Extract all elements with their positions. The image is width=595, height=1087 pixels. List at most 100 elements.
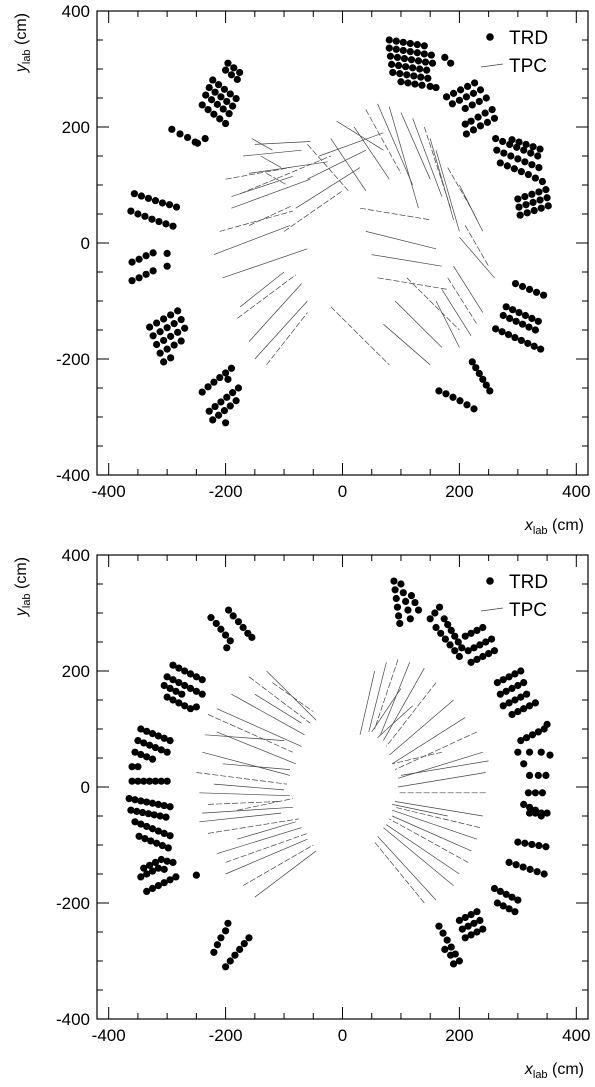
trd-point [175,664,183,672]
trd-point [192,673,200,681]
trd-point [397,580,405,588]
trd-point [201,135,209,143]
trd-point [512,861,520,869]
trd-point [127,207,135,215]
trd-point [464,647,472,655]
trd-point [449,393,457,401]
trd-point [516,211,524,219]
trd-point [143,753,151,761]
trd-point [431,609,439,617]
trd-point [521,158,529,166]
trd-point [481,109,489,117]
trd-point [508,893,516,901]
tpc-track [464,196,484,232]
trd-point [186,705,195,713]
trd-point [461,913,469,922]
tpc-track [307,149,367,180]
trd-point [198,101,206,109]
trd-point [207,96,216,104]
trd-point [149,249,157,257]
y-tick-label: 0 [81,234,90,253]
y-axis-label: ylab (cm) [13,557,33,617]
trd-point [221,927,230,935]
tpc-track [260,155,282,168]
trd-point [220,407,229,415]
chart-panel-bottom: -400 -200 0 200 400 -400 -200 0 200 400 xlab (cm) y… [0,544,595,1087]
tpc-track [248,161,328,174]
trd-point [504,331,513,339]
trd-point [524,339,532,347]
tpc-track [237,798,293,811]
trd-point [517,693,525,701]
trd-point [217,398,225,406]
trd-point [125,795,133,803]
trd-point [520,705,528,713]
trd-point [153,340,161,349]
trd-point [221,419,230,427]
trd-point [150,811,158,819]
trd-point [209,416,217,424]
trd-point [160,734,168,742]
trd-point [461,120,469,128]
y-tick-label: 0 [81,778,90,797]
trd-point [399,38,407,46]
trd-point [211,88,219,96]
trd-point [531,326,539,334]
trd-point [143,798,151,806]
trd-point [487,635,496,643]
trd-point [154,732,162,740]
trd-point [435,922,443,930]
trd-point [512,317,520,325]
trd-point [475,369,483,378]
trd-point [455,652,464,661]
trd-point [158,199,167,207]
trd-point [213,100,222,108]
trd-point [443,936,451,944]
trd-point [172,687,180,695]
tpc-track [237,274,296,319]
trd-point [407,592,416,600]
trd-point [493,899,501,907]
legend-label-trd: TRD [509,572,548,593]
trd-point [166,737,174,745]
trd-point [467,931,475,939]
trd-point [177,337,185,345]
tpc-track [424,126,451,209]
tpc-track [383,323,431,366]
trd-point [226,957,234,965]
trd-point [505,673,513,681]
tpc-track [397,751,483,779]
tpc-track [254,141,311,145]
trd-point [224,59,232,67]
trd-point [174,307,182,315]
trd-point [163,324,171,332]
tpc-track [196,772,288,785]
trd-point [531,806,539,814]
trd-point [167,354,175,362]
trd-point [543,194,551,202]
trd-point [227,364,236,372]
trd-point [476,641,484,649]
trd-point [537,812,545,820]
tpc-track [330,306,390,366]
trd-point [514,838,522,846]
trd-point [181,324,189,332]
tpc-track [225,838,308,875]
y-tick-label: -200 [56,894,90,913]
trd-point [506,314,514,322]
tpc-track [272,682,314,712]
tpc-track [213,783,285,791]
trd-point [486,387,494,395]
trd-point [146,323,154,331]
trd-point [522,201,530,209]
trd-point [531,699,539,707]
trd-point [160,336,168,345]
trd-point [528,840,536,849]
trd-point [395,612,403,620]
trd-point [148,825,157,833]
y-tick-label: 200 [62,118,90,137]
legend-marker-tpc [480,607,504,612]
tpc-track [400,760,489,776]
trd-point [207,614,215,622]
trd-point [511,670,519,678]
